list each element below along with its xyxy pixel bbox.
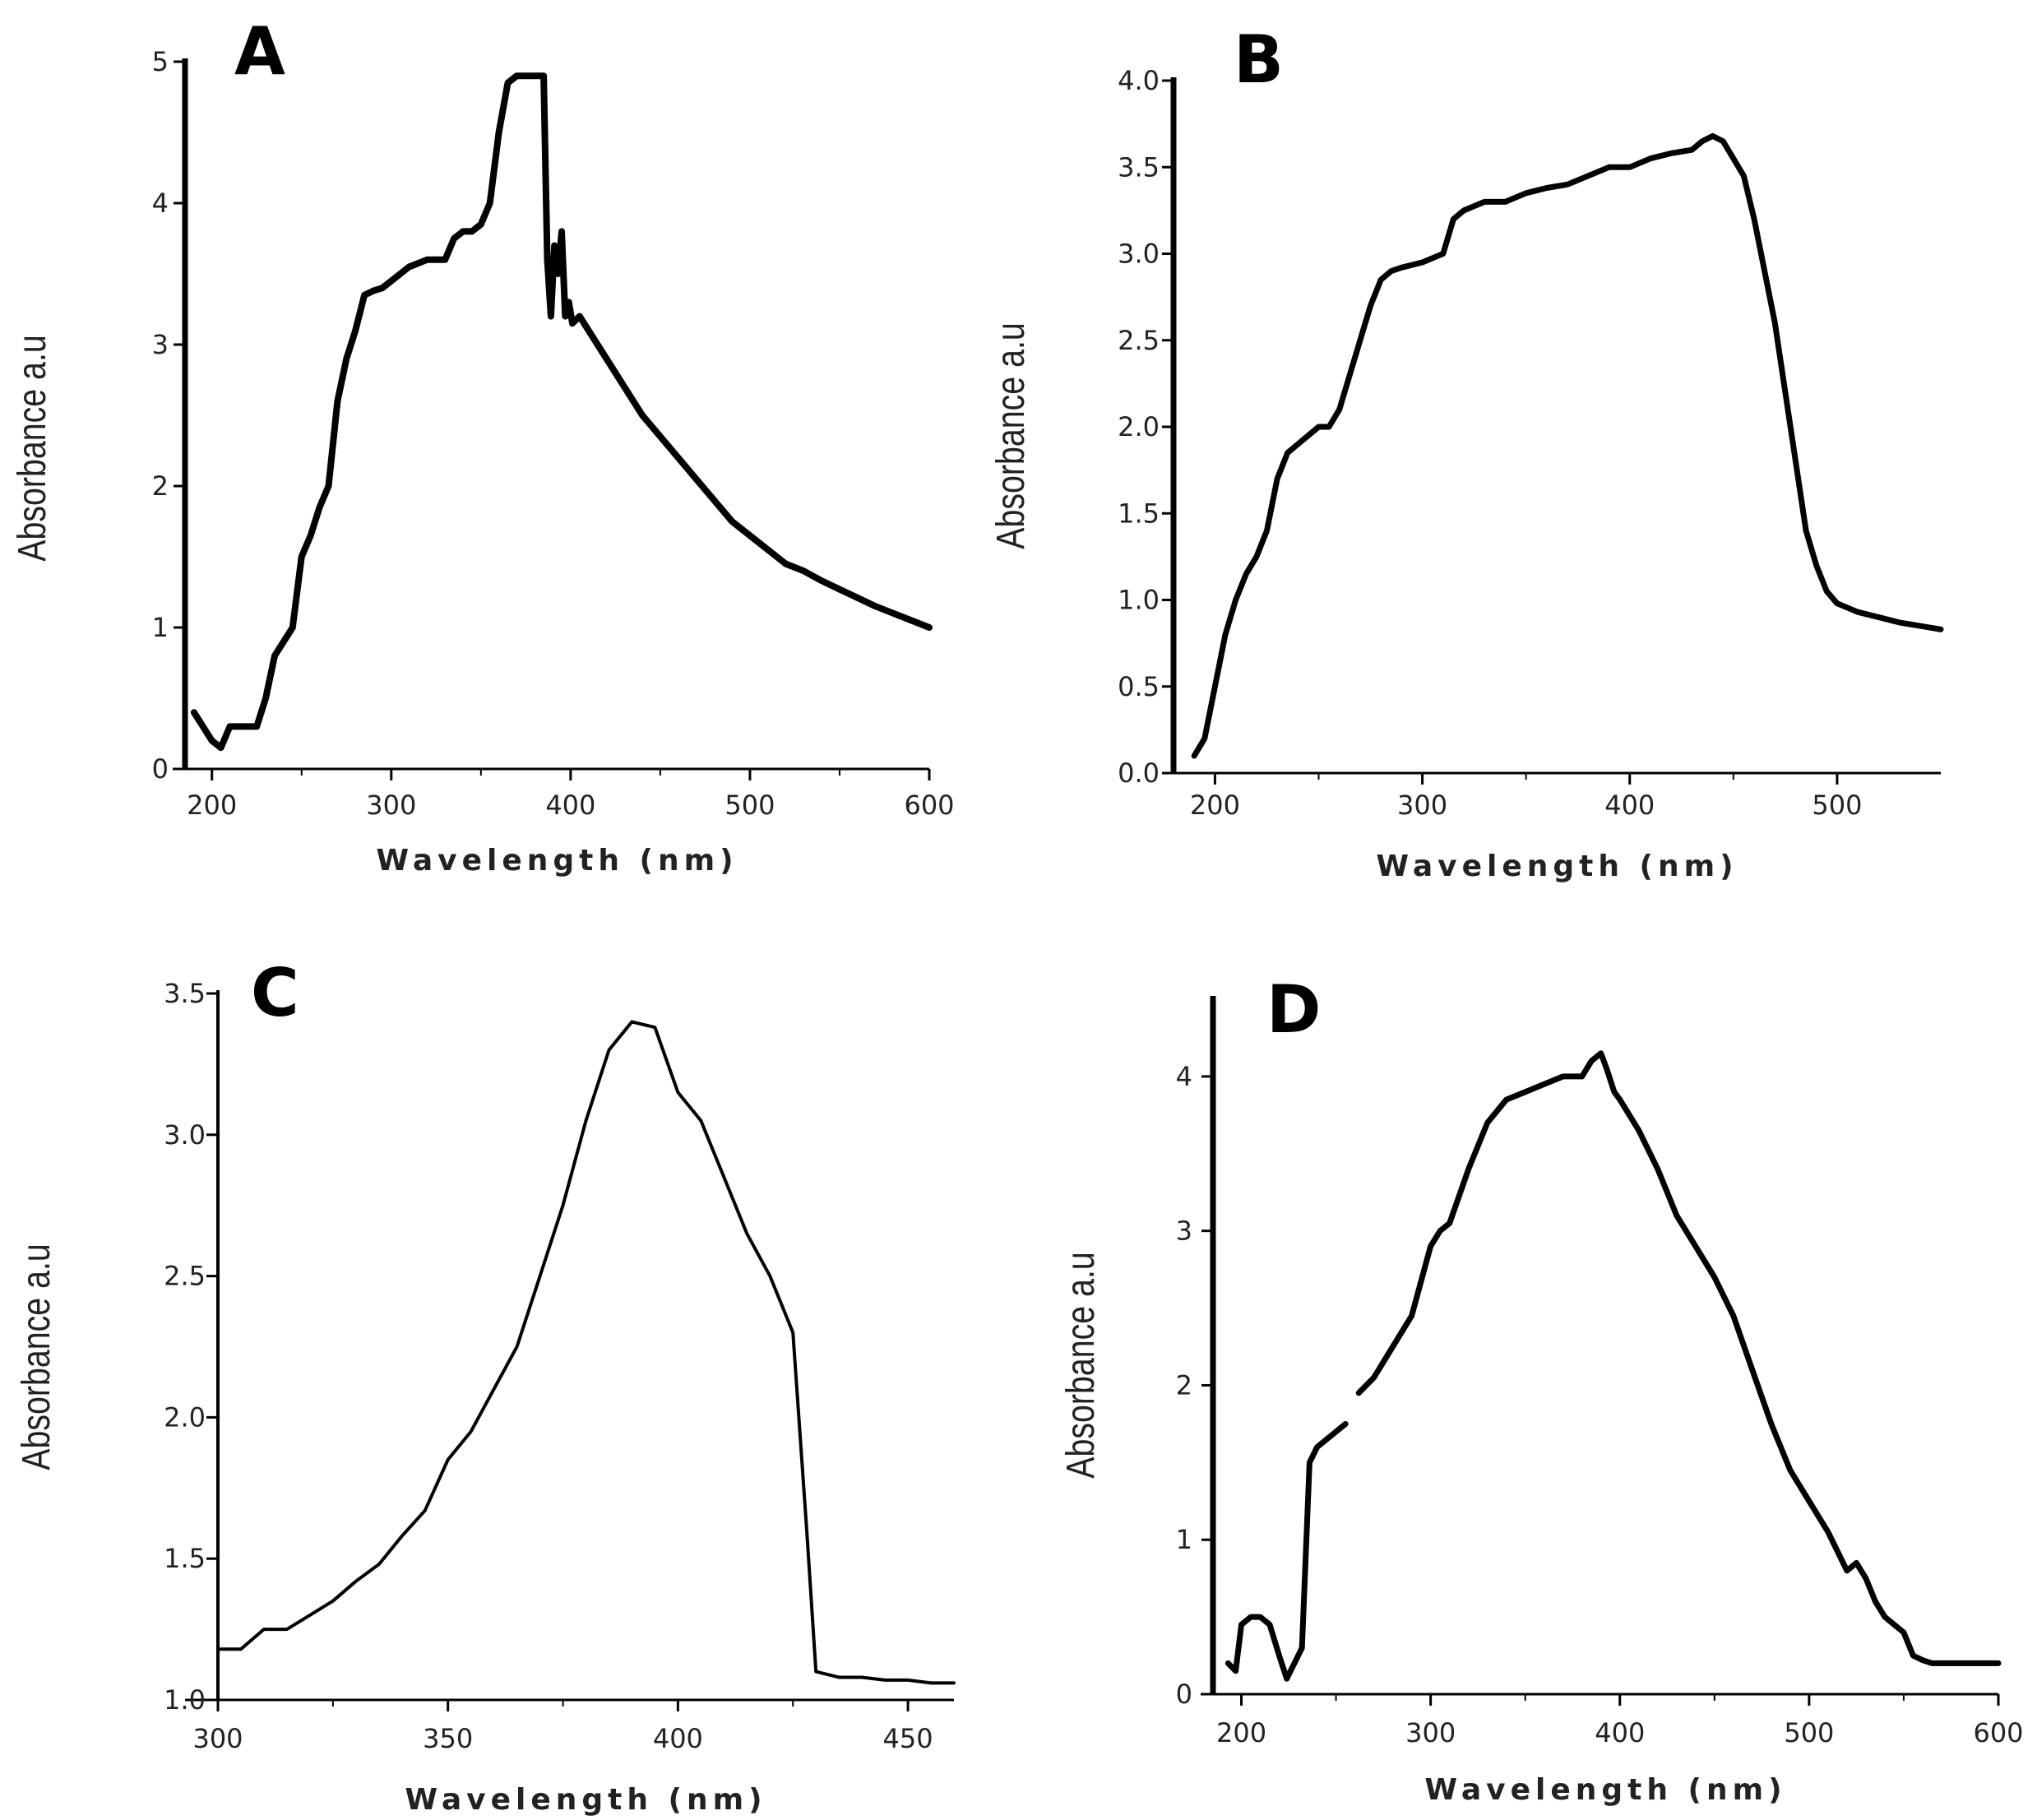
x-tick-label-b: 200 xyxy=(1190,790,1240,821)
x-axis-label-c: Wavelength (nm) xyxy=(405,1783,766,1817)
y-tick-label-b: 1.5 xyxy=(1118,498,1160,529)
x-tick-label-a: 600 xyxy=(904,790,954,821)
x-axis-label-d: Wavelength (nm) xyxy=(1424,1773,1786,1807)
y-tick-label-c: 1.0 xyxy=(164,1684,206,1716)
y-tick-label-d: 3 xyxy=(1176,1216,1192,1247)
panel-a: A 200 300 400 500 600 0 1 2 3 4 5 Absorbance a.u Wav… xyxy=(10,13,954,878)
x-tick-label-d: 200 xyxy=(1216,1717,1266,1748)
y-tick-label-b: 2.5 xyxy=(1118,325,1160,356)
y-tick-label-a: 4 xyxy=(152,188,169,219)
x-tick-label-a: 300 xyxy=(366,790,416,821)
y-tick-label-d: 2 xyxy=(1176,1369,1192,1401)
x-tick-label-b: 500 xyxy=(1812,790,1862,821)
panel-letter-b: B xyxy=(1234,21,1284,98)
y-tick-label-c: 3.0 xyxy=(164,1119,206,1151)
y-axis-label-b: Absorbance a.u xyxy=(988,322,1033,549)
y-tick-label-d: 1 xyxy=(1176,1524,1192,1555)
x-tick-label-a: 500 xyxy=(725,790,775,821)
y-tick-label-c: 3.5 xyxy=(164,978,206,1009)
y-tick-label-b: 2.0 xyxy=(1118,411,1160,442)
panel-letter-d: D xyxy=(1266,971,1321,1048)
spectrum-line-a-0 xyxy=(190,72,933,752)
x-tick-label-c: 350 xyxy=(423,1723,473,1754)
x-axis-label-b: Wavelength (nm) xyxy=(1376,850,1738,883)
panel-b: B 200 300 400 500 0.0 0.5 1.0 1.5 2.0 2.5 3.0 3.5 4.… xyxy=(988,21,1944,883)
x-tick-label-a: 200 xyxy=(187,790,237,821)
y-tick-label-a: 2 xyxy=(152,470,169,502)
spectrum-line-d-0 xyxy=(1225,1420,1349,1682)
y-tick-label-b: 0.5 xyxy=(1118,671,1160,702)
y-tick-label-d: 0 xyxy=(1176,1679,1192,1710)
y-tick-label-a: 3 xyxy=(152,329,169,360)
y-axis-label-d: Absorbance a.u xyxy=(1058,1252,1103,1479)
x-tick-label-c: 400 xyxy=(653,1723,703,1754)
x-tick-label-b: 400 xyxy=(1604,790,1655,821)
y-tick-label-a: 0 xyxy=(152,753,169,785)
y-tick-label-c: 2.5 xyxy=(164,1261,206,1292)
y-tick-label-b: 0.0 xyxy=(1118,757,1160,789)
panel-letter-a: A xyxy=(234,13,285,90)
y-tick-label-a: 5 xyxy=(152,46,169,77)
y-tick-label-b: 3.5 xyxy=(1118,151,1160,183)
spectrum-line-b-0 xyxy=(1191,132,1944,759)
spectrum-line-d-1 xyxy=(1355,1050,2002,1666)
x-tick-label-d: 400 xyxy=(1595,1717,1645,1748)
x-tick-label-c: 450 xyxy=(883,1723,933,1754)
panel-letter-c: C xyxy=(251,955,299,1031)
x-axis-label-a: Wavelength (nm) xyxy=(376,844,738,878)
x-tick-label-d: 500 xyxy=(1784,1717,1834,1748)
y-tick-label-c: 2.0 xyxy=(164,1401,206,1433)
y-tick-label-b: 4.0 xyxy=(1118,65,1160,96)
y-tick-label-a: 1 xyxy=(152,612,169,643)
panel-c: C 300 350 400 450 1.0 1.5 2.0 2.5 3.0 3.5 Absorban… xyxy=(14,955,956,1817)
x-tick-label-a: 400 xyxy=(545,790,595,821)
x-tick-label-b: 300 xyxy=(1397,790,1447,821)
y-tick-label-b: 1.0 xyxy=(1118,585,1160,616)
y-axis-label-a: Absorbance a.u xyxy=(10,335,54,562)
panel-d: D 200 300 400 500 600 0 1 2 3 4 Absorbance a.u Wave… xyxy=(1058,971,2023,1807)
y-tick-label-c: 1.5 xyxy=(164,1543,206,1574)
y-tick-label-b: 3.0 xyxy=(1118,238,1160,270)
y-axis-label-c: Absorbance a.u xyxy=(14,1243,58,1470)
x-tick-label-d: 600 xyxy=(1973,1717,2023,1748)
y-tick-label-d: 4 xyxy=(1176,1061,1192,1092)
x-tick-label-d: 300 xyxy=(1405,1717,1456,1748)
x-tick-label-c: 300 xyxy=(192,1723,243,1754)
spectrum-line-c-0 xyxy=(216,1020,956,1685)
